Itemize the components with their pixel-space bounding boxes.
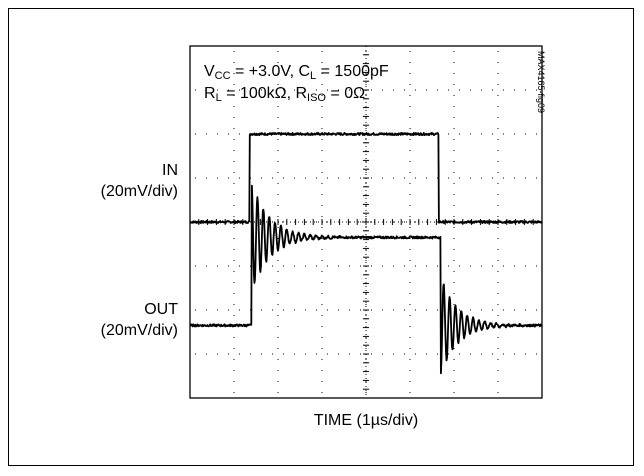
- condition-line-2: RL = 100kΩ, RISO = 0Ω: [204, 85, 366, 104]
- x-axis-label: TIME (1µs/div): [313, 412, 419, 429]
- figure-id: MAX4165-fig09: [536, 51, 546, 114]
- in-trace-label: IN: [162, 162, 178, 179]
- trace-out: [189, 184, 543, 375]
- in-trace-scale: (20mV/div): [100, 183, 178, 200]
- figure-frame: [8, 8, 634, 466]
- out-trace-label: OUT: [144, 301, 178, 318]
- trace-in: [189, 132, 543, 224]
- out-trace-scale: (20mV/div): [100, 322, 178, 339]
- condition-line-1: VCC = +3.0V, CL = 1500pF: [204, 63, 389, 82]
